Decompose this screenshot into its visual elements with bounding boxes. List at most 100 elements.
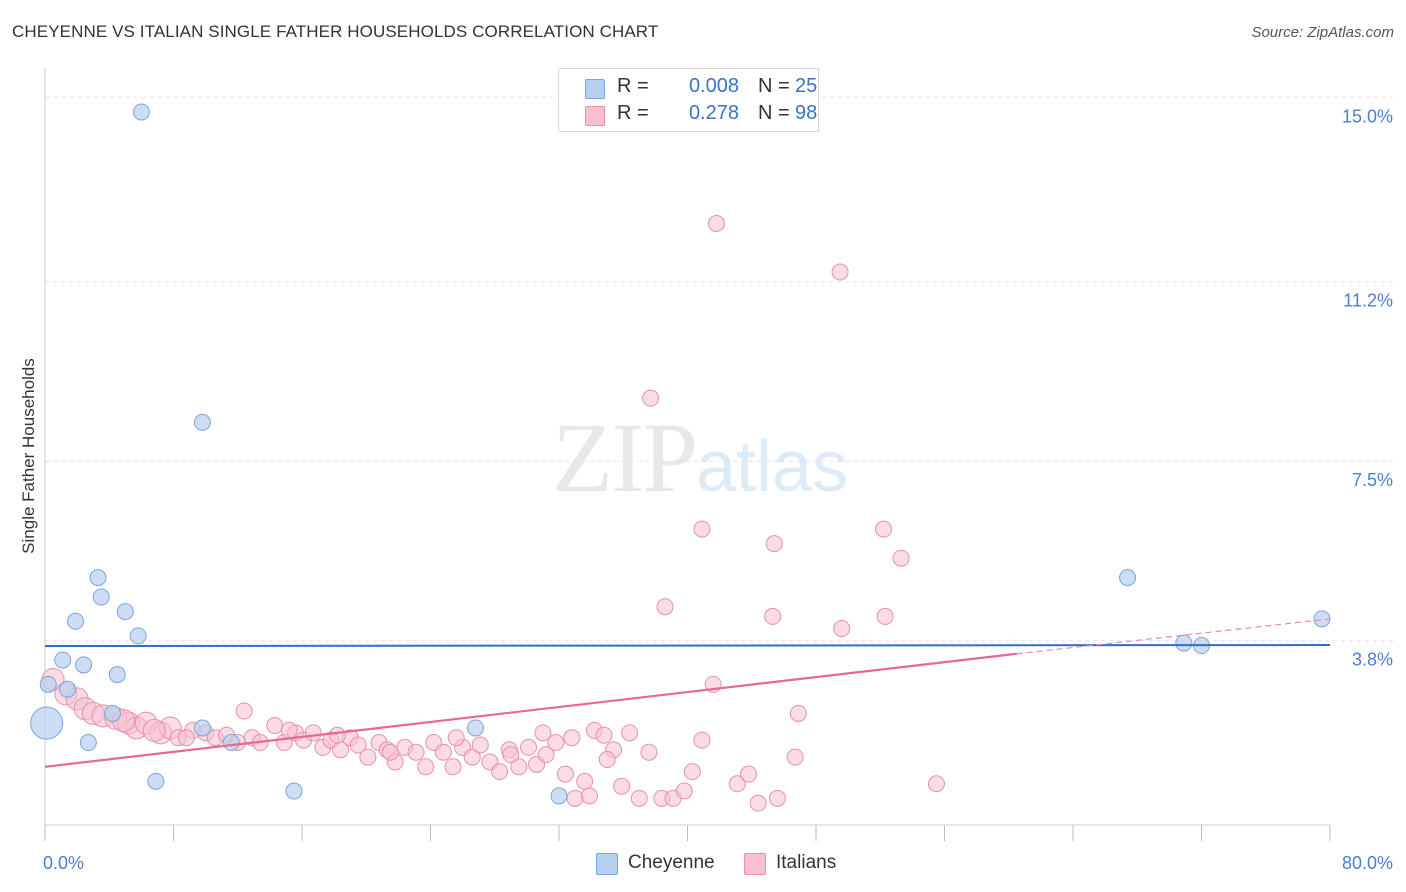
italians-point xyxy=(417,758,435,776)
italians-point xyxy=(876,607,894,625)
italians-point xyxy=(595,726,613,744)
italians-point xyxy=(693,520,711,538)
cheyenne-point xyxy=(466,719,484,737)
y-tick-label: 11.2% xyxy=(1343,291,1393,311)
italians-trendline-extrapolated xyxy=(1016,618,1331,655)
cheyenne-trendline xyxy=(44,644,1331,648)
italians-point xyxy=(328,726,346,744)
r-value: 0.008 xyxy=(688,75,739,97)
y-axis-title: Single Father Households xyxy=(19,358,38,554)
italians-point xyxy=(547,734,565,752)
italians-point xyxy=(280,721,298,739)
cheyenne-point xyxy=(75,656,93,674)
cheyenne-point xyxy=(30,706,64,740)
italians-point xyxy=(502,746,520,764)
n-value: 98 xyxy=(795,102,818,124)
r-value: 0.278 xyxy=(688,102,739,124)
cheyenne-point xyxy=(222,734,240,752)
y-tick-label: 15.0% xyxy=(1342,106,1393,126)
cheyenne-point xyxy=(116,603,134,621)
italians-point xyxy=(786,748,804,766)
legend-label: Italians xyxy=(776,852,837,873)
r-label: R = xyxy=(617,102,649,124)
italians-point xyxy=(892,549,910,567)
cheyenne-point xyxy=(108,666,126,684)
italians-point xyxy=(381,743,399,761)
italians-point xyxy=(581,787,599,805)
cheyenne-point xyxy=(79,734,97,752)
italians-point xyxy=(598,751,616,769)
cheyenne-swatch xyxy=(596,853,618,875)
italians-point xyxy=(349,736,367,754)
source-credit: Source: ZipAtlas.com xyxy=(1251,24,1394,41)
stats-legend: R = 0.008 N = 25 R = 0.278 N = 98 xyxy=(558,68,819,132)
italians-point xyxy=(463,748,481,766)
italians-point xyxy=(491,763,509,781)
italians-point xyxy=(621,724,639,742)
italians-point xyxy=(640,743,658,761)
italians-point xyxy=(537,746,555,764)
italians-point xyxy=(874,520,892,538)
italians-point xyxy=(510,758,528,776)
watermark-atlas: atlas xyxy=(696,427,849,507)
italians-point xyxy=(768,789,786,807)
italians-swatch xyxy=(744,853,766,875)
cheyenne-point xyxy=(103,704,121,722)
italians-point xyxy=(304,724,322,742)
zipatlas-watermark: ZIPatlas xyxy=(552,400,848,515)
italians-point xyxy=(764,607,782,625)
italians-point xyxy=(447,729,465,747)
italians-point xyxy=(831,263,849,281)
italians-point xyxy=(556,765,574,783)
r-label: R = xyxy=(617,75,649,97)
cheyenne-point xyxy=(193,413,211,431)
italians-point xyxy=(434,743,452,761)
italians-point xyxy=(407,743,425,761)
n-value: 25 xyxy=(795,75,818,97)
cheyenne-point xyxy=(89,569,107,587)
italians-point xyxy=(683,763,701,781)
cheyenne-point xyxy=(147,772,165,790)
italians-point xyxy=(519,738,537,756)
italians-point xyxy=(142,718,166,742)
cheyenne-point xyxy=(58,680,76,698)
cheyenne-point xyxy=(54,651,72,669)
italians-trendline xyxy=(44,652,1017,768)
x-tick-label: 0.0% xyxy=(43,853,84,873)
italians-point xyxy=(740,765,758,783)
italians-point xyxy=(707,215,725,233)
italians-point xyxy=(177,729,195,747)
cheyenne-point xyxy=(285,782,303,800)
italians-point xyxy=(266,717,284,735)
italians-point xyxy=(833,620,851,638)
cheyenne-point xyxy=(92,588,110,606)
italians-point xyxy=(642,389,660,407)
italians-point xyxy=(927,775,945,793)
italians-point xyxy=(675,782,693,800)
italians-point xyxy=(765,535,783,553)
y-tick-label: 3.8% xyxy=(1352,650,1393,670)
watermark-zip: ZIP xyxy=(552,402,698,513)
italians-point xyxy=(613,777,631,795)
italians-point xyxy=(471,736,489,754)
y-tick-label: 7.5% xyxy=(1352,470,1393,490)
chart-title: CHEYENNE VS ITALIAN SINGLE FATHER HOUSEH… xyxy=(12,22,659,41)
cheyenne-point xyxy=(67,612,85,630)
italians-point xyxy=(444,758,462,776)
italians-point xyxy=(728,775,746,793)
cheyenne-point xyxy=(39,675,57,693)
x-tick-label: 80.0% xyxy=(1342,853,1393,873)
italians-point xyxy=(566,789,584,807)
italians-point xyxy=(693,731,711,749)
italians-point xyxy=(630,789,648,807)
italians-point xyxy=(563,729,581,747)
italians-point xyxy=(534,724,552,742)
cheyenne-point xyxy=(132,103,150,121)
italians-point xyxy=(576,772,594,790)
cheyenne-point xyxy=(550,787,568,805)
italians-point xyxy=(359,748,377,766)
cheyenne-point xyxy=(1175,634,1193,652)
italians-point xyxy=(749,794,767,812)
italians-point xyxy=(656,598,674,616)
